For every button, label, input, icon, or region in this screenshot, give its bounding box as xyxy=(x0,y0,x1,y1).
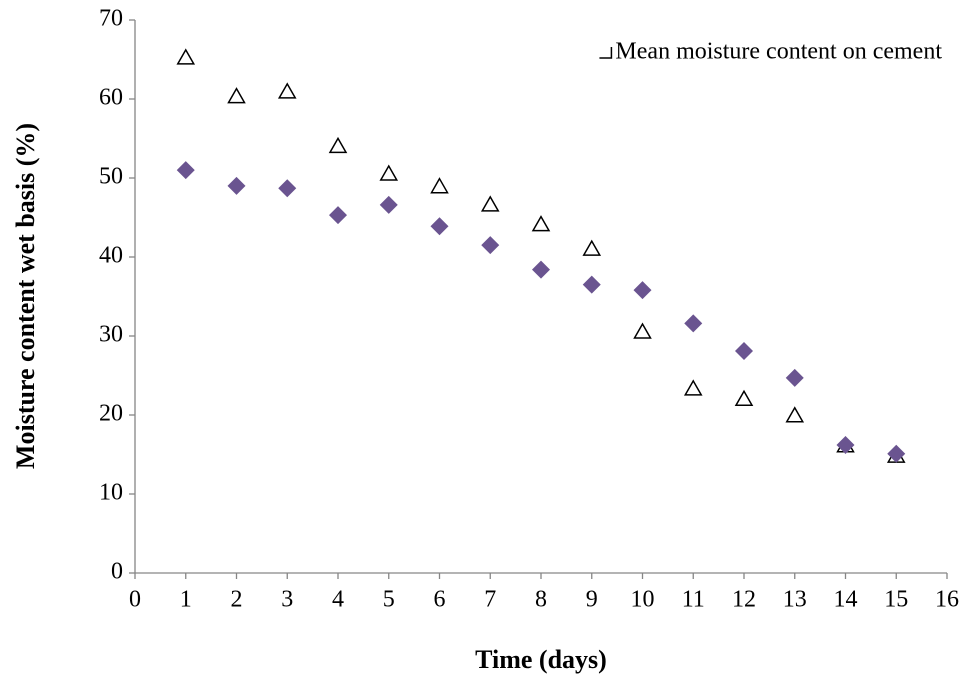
triangle-point xyxy=(683,379,703,396)
x-tick-label: 10 xyxy=(631,587,655,613)
triangle-point xyxy=(176,48,196,65)
x-tick-label: 13 xyxy=(783,587,807,613)
diamond-point xyxy=(278,179,297,198)
x-tick-label: 3 xyxy=(281,587,293,613)
triangle-point xyxy=(734,389,754,406)
diamond-point xyxy=(684,314,703,333)
y-tick-label: 20 xyxy=(99,401,123,427)
diamond-point xyxy=(176,161,195,180)
x-tick-label: 0 xyxy=(129,587,141,613)
x-tick-label: 6 xyxy=(434,587,446,613)
triangle-point xyxy=(328,136,348,154)
y-tick-label: 50 xyxy=(99,164,123,190)
diamond-point xyxy=(836,436,855,455)
x-tick-label: 15 xyxy=(884,587,908,613)
diamond-point xyxy=(735,342,753,361)
legend-label: Mean moisture content on cement xyxy=(615,39,942,65)
y-tick-label: 60 xyxy=(99,85,123,111)
triangle-point xyxy=(785,406,805,423)
diamond-point xyxy=(887,444,906,463)
triangle-point xyxy=(633,322,652,339)
triangle-point xyxy=(582,239,602,256)
diamond-point xyxy=(430,217,449,236)
diamond-point xyxy=(633,281,652,300)
y-tick-label: 70 xyxy=(99,6,123,32)
x-tick-label: 8 xyxy=(535,587,547,613)
x-tick-label: 14 xyxy=(834,587,858,613)
y-tick-label: 0 xyxy=(111,559,123,585)
triangle-point xyxy=(430,177,449,194)
diamond-point xyxy=(379,195,398,214)
y-tick-label: 30 xyxy=(99,322,123,348)
x-axis-title: Time (days) xyxy=(475,645,607,674)
y-axis-title: Moisture content wet basis (%) xyxy=(11,123,40,469)
x-tick-label: 12 xyxy=(732,587,756,613)
diamond-point xyxy=(227,176,246,195)
triangle-point xyxy=(277,82,297,99)
triangle-point xyxy=(531,215,551,232)
x-tick-label: 9 xyxy=(586,587,598,613)
x-tick-label: 4 xyxy=(332,587,344,613)
x-tick-label: 7 xyxy=(484,587,496,613)
diamond-point xyxy=(329,206,347,225)
x-tick-label: 1 xyxy=(180,587,192,613)
y-tick-label: 40 xyxy=(99,243,123,269)
x-tick-label: 16 xyxy=(935,587,959,613)
diamond-point xyxy=(532,260,550,279)
diamond-point xyxy=(582,275,601,294)
y-tick-label: 10 xyxy=(99,480,123,506)
legend-marker xyxy=(599,47,613,59)
triangle-point xyxy=(379,164,399,181)
triangle-point xyxy=(227,87,246,104)
diamond-point xyxy=(481,236,500,255)
x-tick-label: 5 xyxy=(383,587,395,613)
diamond-point xyxy=(785,368,804,387)
x-tick-label: 11 xyxy=(682,587,705,613)
x-tick-label: 2 xyxy=(231,587,243,613)
triangle-point xyxy=(480,195,500,212)
